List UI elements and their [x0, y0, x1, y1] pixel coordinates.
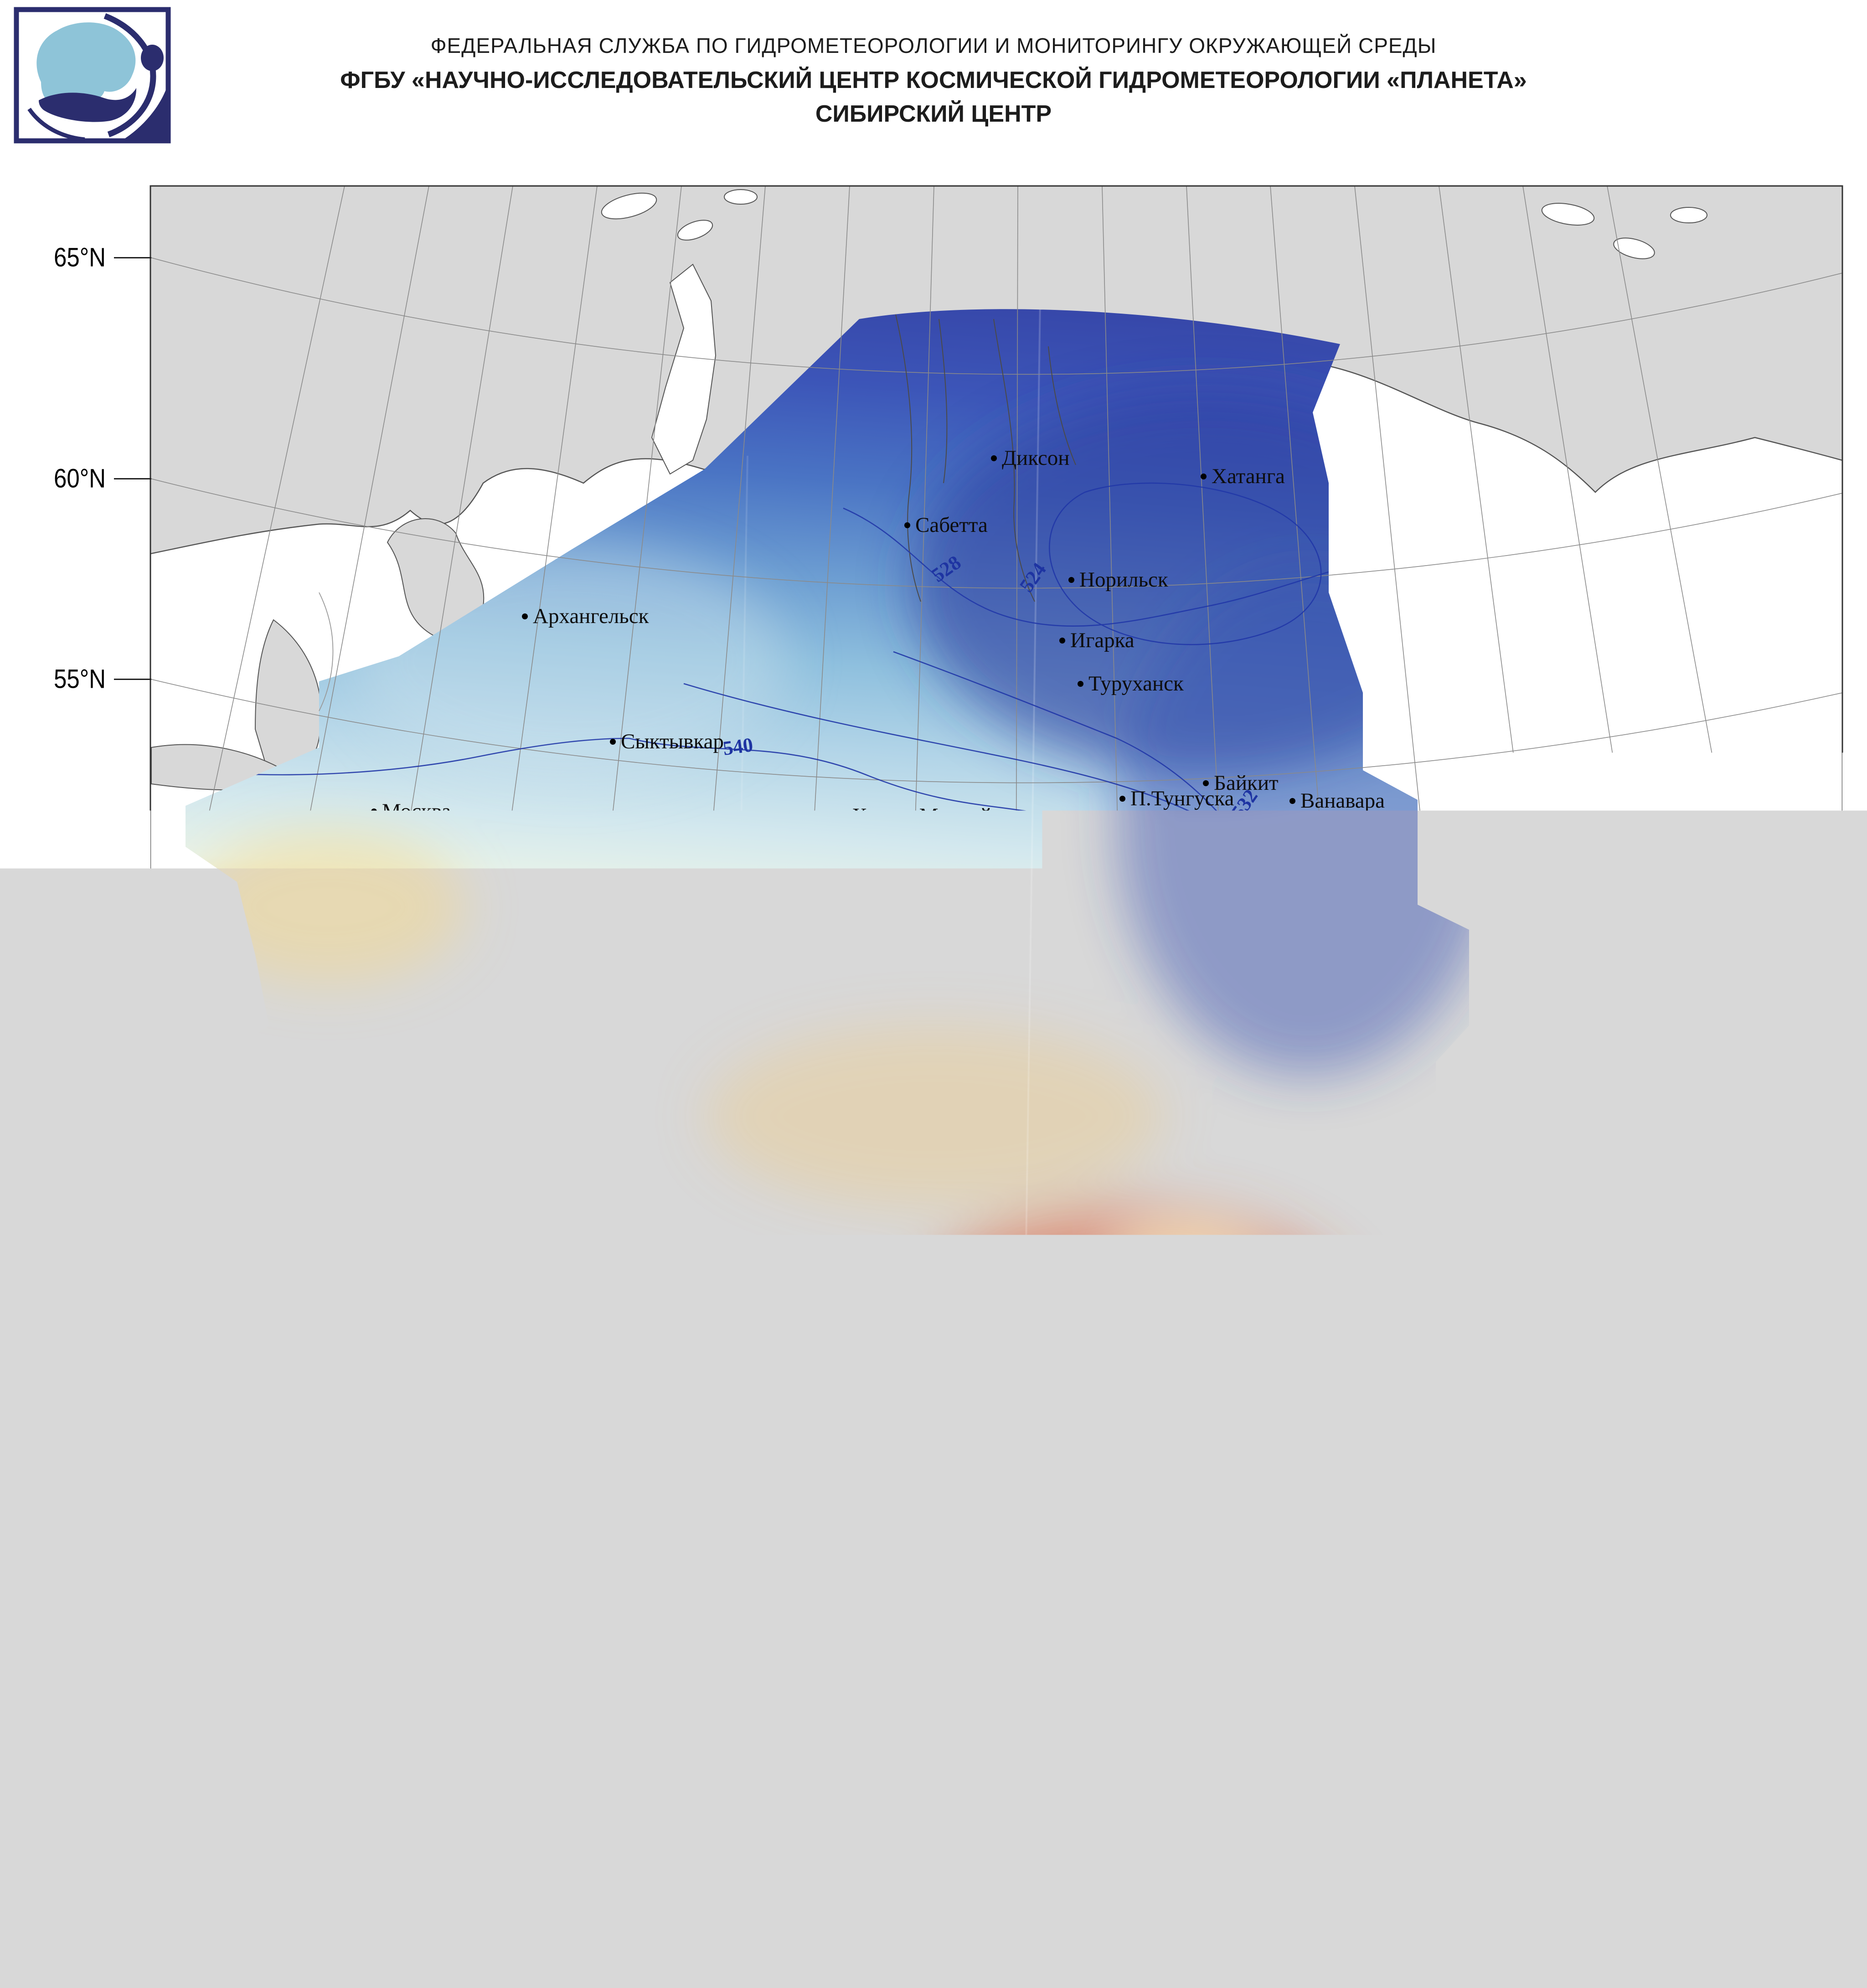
iso-stamp-text: 9001 — [1684, 1943, 1707, 1955]
weather-map-product: ФЕДЕРАЛЬНАЯ СЛУЖБА ПО ГИДРОМЕТЕОРОЛОГИИ … — [0, 0, 1867, 1988]
colorbar — [154, 1749, 1732, 1772]
footer-contact-block: Сибирский центр ФГБУ «НИЦ «Планета» Росси… — [25, 1885, 459, 1988]
footer-spectral-line: 23.04.2026 12:00 GMT — [661, 1928, 1253, 1956]
footer-contact-line: Сибирский центр ФГБУ «НИЦ «Планета» — [25, 1885, 459, 1911]
footer-contact-line: Россия, 630099, г. Новосибирск, ул. Сове… — [25, 1911, 459, 1938]
iso-stamp-text: -2015 — [1682, 1954, 1708, 1966]
footer-satellites-block: NOAA20 / ATMS Suomi NPP / ATMS NOAA21 / AT… — [1512, 1851, 1678, 1929]
satellite-name: NOAA21 / ATMS — [1512, 1903, 1678, 1929]
footer-contact-line: E-Mail:alexk@rcpod.ru, www.rcpod.ru — [25, 1964, 459, 1988]
footer-contact-line: Тел.: (383) 363-46-05, Факс: (383) 363-4… — [25, 1938, 459, 1964]
footer-spectral-line: Спектральный диапазон: 23.8 - 183.3 ГГц — [661, 1900, 1253, 1928]
map-title: Поле геопотенциала на уровне 500 гПа, гп… — [0, 1664, 1867, 1710]
iso-stamp-text: ИСО — [1684, 1932, 1706, 1944]
iso-9001-stamp-icon: ДОБРОСОВЕСТНЫЙ ПОСТАВЩИК ИСО9001-2015 — [1675, 1892, 1736, 1980]
footer-spectral-block: Спектральный диапазон: 23.8 - 183.3 ГГц 2… — [661, 1900, 1253, 1956]
satellite-name: NOAA20 / ATMS — [1512, 1851, 1678, 1877]
satellite-name: Suomi NPP / ATMS — [1512, 1877, 1678, 1903]
